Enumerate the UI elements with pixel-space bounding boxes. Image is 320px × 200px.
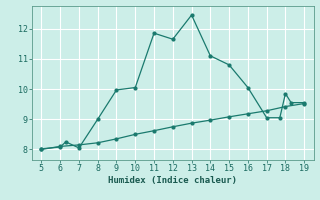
X-axis label: Humidex (Indice chaleur): Humidex (Indice chaleur) (108, 176, 237, 185)
